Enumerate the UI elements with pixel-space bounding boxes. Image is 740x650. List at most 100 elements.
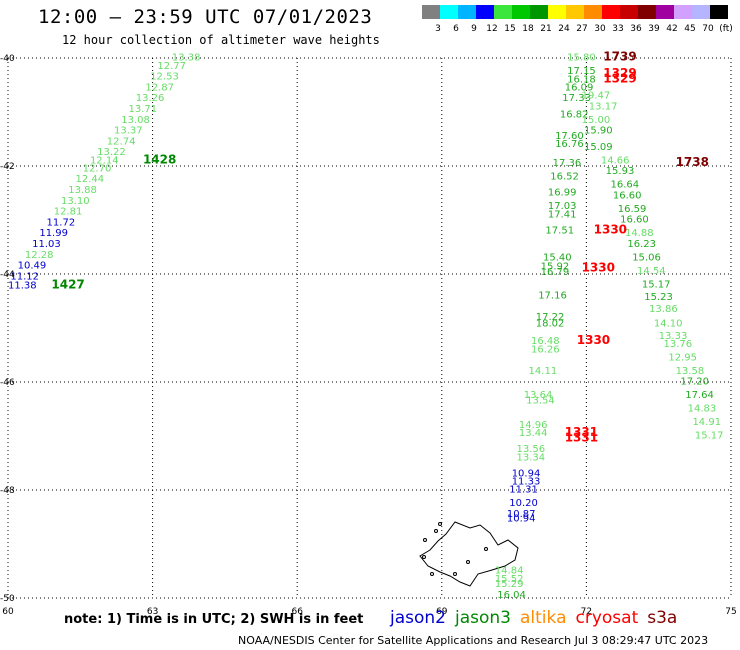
wave-height-label: 16.76 bbox=[555, 139, 584, 150]
wave-height-label: 15.29 bbox=[495, 579, 524, 590]
wave-height-label: 19.47 bbox=[582, 91, 611, 102]
latitude-label: -48 bbox=[0, 486, 15, 496]
wave-height-label: 13.10 bbox=[61, 196, 90, 207]
wave-height-label: 12.14 bbox=[90, 155, 119, 166]
wave-height-label: 15.80 bbox=[567, 53, 596, 64]
colorbar-swatch bbox=[692, 5, 710, 19]
wave-height-label: 15.09 bbox=[584, 142, 613, 153]
wave-height-label: 14.54 bbox=[637, 266, 666, 277]
legend-cryosat: cryosat bbox=[575, 608, 639, 628]
wave-height-label: 15.52 bbox=[495, 574, 524, 585]
wave-height-label: 17.51 bbox=[545, 226, 574, 237]
wave-height-label: 11.72 bbox=[47, 217, 76, 228]
wave-height-label: 10.20 bbox=[509, 498, 538, 509]
wave-height-label: 18.02 bbox=[536, 318, 565, 329]
latitude-label: -46 bbox=[0, 378, 15, 388]
colorbar-tick-label: 42 bbox=[666, 24, 677, 34]
wave-height-label: 16.26 bbox=[531, 344, 560, 355]
wave-height-label: 16.82 bbox=[560, 109, 589, 120]
longitude-label: 69 bbox=[436, 607, 448, 617]
wave-height-label: 13.17 bbox=[589, 101, 618, 112]
wave-height-label: 16.18 bbox=[567, 74, 596, 85]
wave-height-label: 13.37 bbox=[114, 126, 143, 137]
colorbar-swatch bbox=[620, 5, 638, 19]
wave-height-label: 12.53 bbox=[150, 72, 179, 83]
wave-height-label: 15.17 bbox=[695, 431, 724, 442]
wave-height-label: 13.26 bbox=[136, 93, 165, 104]
latitude-label: -50 bbox=[0, 594, 15, 604]
islet-marker bbox=[422, 555, 426, 559]
wave-height-label: 13.71 bbox=[129, 104, 158, 115]
map-subtitle: 12 hour collection of altimeter wave hei… bbox=[62, 33, 380, 47]
islet-marker bbox=[434, 529, 438, 533]
wave-height-label: 13.38 bbox=[172, 53, 201, 64]
pass-time-label: 1738 bbox=[676, 155, 709, 169]
wave-height-label: 15.17 bbox=[642, 280, 671, 291]
longitude-label: 63 bbox=[147, 607, 158, 617]
colorbar-swatch bbox=[656, 5, 674, 19]
colorbar-tick-label: 18 bbox=[522, 24, 534, 34]
pass-time-label: 1331 bbox=[565, 430, 598, 444]
colorbar-tick-label: 9 bbox=[471, 24, 477, 34]
pass-time-label: 1427 bbox=[51, 278, 84, 292]
colorbar-tick-label: 33 bbox=[612, 24, 623, 34]
wave-height-label: 11.33 bbox=[512, 477, 541, 488]
wave-height-label: 17.03 bbox=[548, 201, 577, 212]
longitude-label: 72 bbox=[581, 607, 592, 617]
wave-height-label: 15.06 bbox=[632, 253, 661, 264]
colorbar-tick-label: 70 bbox=[702, 24, 714, 34]
wave-height-label: 10.87 bbox=[507, 509, 536, 520]
colorbar-swatch bbox=[476, 5, 494, 19]
wave-height-label: 16.04 bbox=[497, 590, 526, 601]
wave-height-label: 13.86 bbox=[649, 304, 678, 315]
wave-height-label: 16.79 bbox=[541, 267, 570, 278]
wave-height-label: 17.16 bbox=[538, 290, 567, 301]
wave-height-label: 13.34 bbox=[517, 452, 546, 463]
latitude-label: -40 bbox=[0, 54, 15, 64]
wave-height-label: 14.91 bbox=[692, 417, 721, 428]
legend-s3a: s3a bbox=[647, 608, 678, 628]
colorbar-swatch bbox=[440, 5, 458, 19]
longitude-label: 75 bbox=[725, 607, 736, 617]
colorbar-tick-label: 36 bbox=[630, 24, 642, 34]
wave-height-label: 12.44 bbox=[75, 174, 104, 185]
islet-marker bbox=[466, 560, 470, 564]
satellite-legend: jason2 jason3 altika cryosat s3a bbox=[390, 608, 686, 628]
map-title: 12:00 – 23:59 UTC 07/01/2023 bbox=[38, 6, 373, 28]
wave-height-label: 12.28 bbox=[25, 250, 54, 261]
legend-altika: altika bbox=[520, 608, 567, 628]
wave-height-label: 11.38 bbox=[8, 281, 37, 292]
credit-line: NOAA/NESDIS Center for Satellite Applica… bbox=[238, 634, 709, 647]
wave-height-label: 13.44 bbox=[519, 428, 548, 439]
colorbar-swatch bbox=[710, 5, 728, 19]
wave-height-label: 14.96 bbox=[519, 420, 548, 431]
wave-height-label: 13.58 bbox=[676, 366, 705, 377]
wave-height-label: 13.88 bbox=[68, 185, 97, 196]
wave-height-label: 15.00 bbox=[582, 115, 611, 126]
colorbar-tick-label: 45 bbox=[684, 24, 695, 34]
wave-height-label: 15.40 bbox=[543, 253, 572, 264]
islet-marker bbox=[438, 522, 442, 526]
wave-height-label: 10.94 bbox=[507, 513, 536, 524]
colorbar-swatch bbox=[674, 5, 692, 19]
wave-height-label: 12.70 bbox=[83, 163, 112, 174]
latitude-label: -44 bbox=[0, 270, 15, 280]
wave-height-label: 17.22 bbox=[536, 312, 565, 323]
wave-height-label: 16.59 bbox=[618, 204, 647, 215]
islet-marker bbox=[453, 572, 457, 576]
wave-height-label: 16.23 bbox=[627, 239, 656, 250]
colorbar-tick-label: 27 bbox=[576, 24, 587, 34]
wave-height-label: 15.90 bbox=[584, 126, 613, 137]
pass-time-label: 1330 bbox=[582, 260, 615, 274]
colorbar-tick-label: 15 bbox=[504, 24, 515, 34]
pass-time-label: 1329 bbox=[603, 71, 636, 85]
wave-height-label: 14.11 bbox=[529, 366, 558, 377]
wave-height-label: 15.23 bbox=[644, 292, 673, 303]
wave-height-label: 16.09 bbox=[565, 82, 594, 93]
islet-marker bbox=[484, 547, 488, 551]
colorbar-tick-label: (ft) bbox=[719, 24, 733, 34]
longitude-label: 66 bbox=[291, 607, 303, 617]
pass-time-label: 1739 bbox=[603, 50, 636, 64]
legend-jason3: jason3 bbox=[455, 608, 511, 628]
